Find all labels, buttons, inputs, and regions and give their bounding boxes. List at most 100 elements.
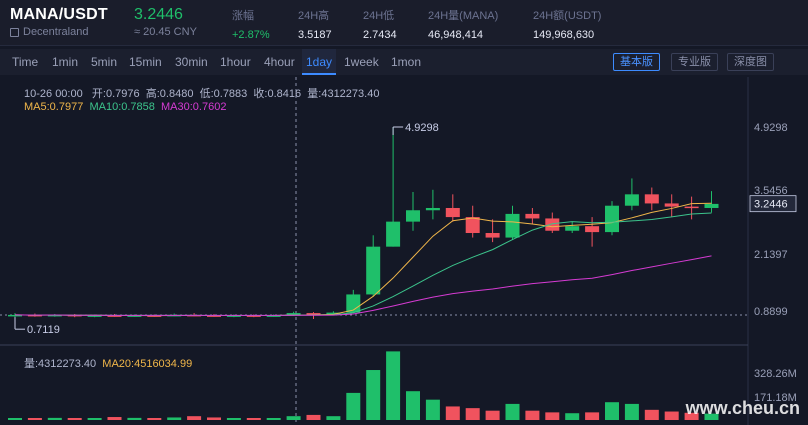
volume-bar	[684, 412, 699, 420]
pair-title[interactable]: MANA/USDT	[10, 6, 108, 23]
candle-body	[8, 314, 22, 317]
exchange-name: Decentraland	[23, 26, 89, 38]
ma-readout: MA5:0.7977 MA10:0.7858 MA30:0.7602	[24, 101, 226, 113]
candle-body	[445, 207, 460, 218]
candle-body	[326, 312, 341, 315]
volume-bar	[664, 411, 679, 420]
volume-bar	[147, 418, 162, 420]
candle-body	[664, 203, 679, 207]
chart-toolbar: Time 1min 5min 15min 30min 1hour 4hour 1…	[0, 49, 808, 75]
view-pro-button[interactable]: 专业版	[671, 53, 718, 71]
candle-body	[366, 246, 381, 295]
tab-1week[interactable]: 1week	[344, 55, 379, 69]
volume-readout: 量:4312273.40 MA20:4516034.99	[24, 358, 193, 370]
candle-body	[406, 210, 420, 222]
ma30-value: MA30:0.7602	[161, 101, 227, 113]
chart-grid	[0, 77, 749, 425]
ma-lines	[14, 202, 712, 317]
candle-body	[485, 233, 500, 238]
volume-bar	[624, 403, 639, 420]
tab-4hour[interactable]: 4hour	[264, 55, 295, 69]
document-icon	[10, 27, 19, 37]
price-axis: 4.9298 3.5456 2.1397 0.8899 3.2446 328.26M 171…	[14, 122, 797, 404]
volume-bar	[187, 416, 202, 420]
volume-bar	[286, 416, 301, 420]
stat-24h-volume: 24H量(MANA) 46,948,414	[428, 10, 499, 41]
view-basic-button[interactable]: 基本版	[613, 53, 660, 71]
candle-body	[545, 218, 560, 231]
tab-30min[interactable]: 30min	[175, 55, 208, 69]
ma30-line	[14, 255, 712, 316]
current-price-label: 3.2446	[754, 199, 788, 211]
volume-bar	[465, 408, 480, 420]
volume-bar	[525, 410, 540, 420]
candles	[8, 127, 719, 319]
tab-15min[interactable]: 15min	[129, 55, 162, 69]
volume-bar	[565, 413, 580, 420]
volume-bar	[127, 417, 142, 420]
candlestick-chart[interactable]: 4.9298 3.5456 2.1397 0.8899 3.2446 328.26M 171…	[0, 77, 808, 425]
volume-bar	[445, 406, 460, 420]
ma10-value: MA10:0.7858	[89, 101, 155, 113]
candle-body	[266, 315, 281, 317]
volume-bars	[8, 351, 719, 420]
volume-bar	[366, 370, 381, 420]
volume-bar	[27, 418, 42, 420]
candle-body	[565, 226, 580, 231]
candle-body	[286, 313, 301, 316]
price-tick-label: 2.1397	[754, 249, 788, 261]
tab-5min[interactable]: 5min	[91, 55, 118, 69]
candle-body	[505, 213, 520, 238]
volume-bar	[585, 412, 600, 420]
volume-bar	[246, 418, 261, 420]
candle-body	[207, 315, 221, 317]
ohlc-readout: 10-26 00:00 开:0.7976 高:0.8480 低:0.7883 收…	[24, 88, 380, 100]
candle-body	[27, 314, 42, 317]
price-tick-label: 3.5456	[754, 185, 788, 197]
volume-tick-label: 171.18M	[754, 392, 797, 404]
candle-body	[624, 194, 639, 206]
candle-body	[704, 203, 719, 208]
tab-1hour[interactable]: 1hour	[220, 55, 251, 69]
volume-bar	[605, 402, 619, 420]
volume-bar	[306, 414, 321, 420]
candle-body	[644, 194, 659, 204]
volume-bar	[346, 392, 361, 420]
candle-body	[107, 315, 122, 317]
chart-area[interactable]: 4.9298 3.5456 2.1397 0.8899 3.2446 328.26M 171…	[0, 77, 808, 425]
stat-change: 涨幅 +2.87%	[232, 10, 270, 41]
volume-bar	[207, 417, 221, 420]
volume-bar	[704, 413, 719, 420]
volume-bar	[266, 418, 281, 420]
candle-body	[684, 206, 699, 209]
market-header: MANA/USDT Decentraland 3.2446 ≈ 20.45 CN…	[0, 0, 808, 46]
volume-bar	[326, 416, 341, 420]
volume-bar	[505, 403, 520, 420]
last-price: 3.2446	[134, 6, 183, 23]
volume-bar	[167, 417, 182, 420]
tab-1day[interactable]: 1day	[302, 49, 337, 75]
candle-body	[525, 213, 540, 219]
candle-body	[127, 315, 142, 317]
price-tick-label: 4.9298	[754, 122, 788, 134]
max-price-label: 4.9298	[405, 122, 439, 134]
candle-body	[87, 315, 102, 317]
min-price-label: 0.7119	[27, 324, 60, 336]
volume-bar	[47, 417, 62, 420]
tab-time[interactable]: Time	[12, 55, 39, 69]
candle-body	[465, 217, 480, 234]
view-depth-button[interactable]: 深度图	[727, 53, 774, 71]
current-price-tag	[749, 195, 797, 213]
candle-body	[425, 207, 440, 211]
volume-bar	[67, 418, 82, 420]
ma5-value: MA5:0.7977	[24, 101, 84, 113]
stat-24h-turnover: 24H额(USDT) 149,968,630	[533, 10, 602, 41]
candle-body	[306, 313, 321, 315]
tab-1mon[interactable]: 1mon	[391, 55, 422, 69]
tab-1min[interactable]: 1min	[52, 55, 79, 69]
candle-body	[226, 315, 241, 317]
candle-body	[386, 221, 401, 247]
candle-body	[47, 314, 62, 317]
price-cny: ≈ 20.45 CNY	[134, 26, 197, 38]
volume-bar	[485, 410, 500, 420]
